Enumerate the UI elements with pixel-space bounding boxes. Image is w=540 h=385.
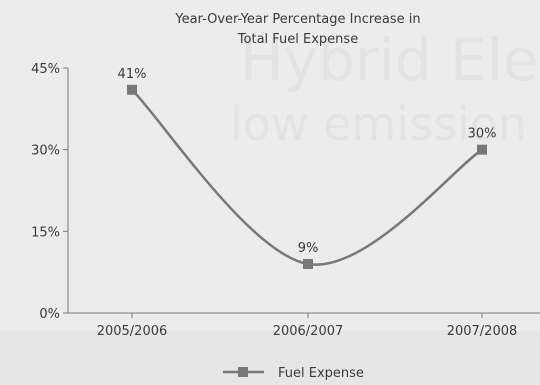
data-point [127, 85, 137, 95]
data-label: 41% [118, 67, 147, 82]
data-point [477, 145, 487, 155]
data-label: 30% [468, 127, 497, 142]
legend-label: Fuel Expense [278, 366, 364, 381]
y-tick-label: 45% [31, 62, 60, 77]
x-tick-label: 2006/2007 [273, 324, 344, 339]
chart-title-line-2: Total Fuel Expense [237, 32, 358, 47]
x-tick-label: 2005/2006 [97, 324, 168, 339]
svg-text:low emission: low emission [230, 97, 527, 151]
y-tick-label: 30% [31, 144, 60, 159]
y-tick-label: 15% [31, 225, 60, 240]
data-label: 9% [298, 241, 319, 256]
y-tick-label: 0% [39, 307, 60, 322]
data-point [303, 259, 313, 269]
x-tick-label: 2007/2008 [447, 324, 518, 339]
legend-marker-swatch [238, 367, 248, 377]
chart-title-line-1: Year-Over-Year Percentage Increase in [174, 12, 420, 27]
